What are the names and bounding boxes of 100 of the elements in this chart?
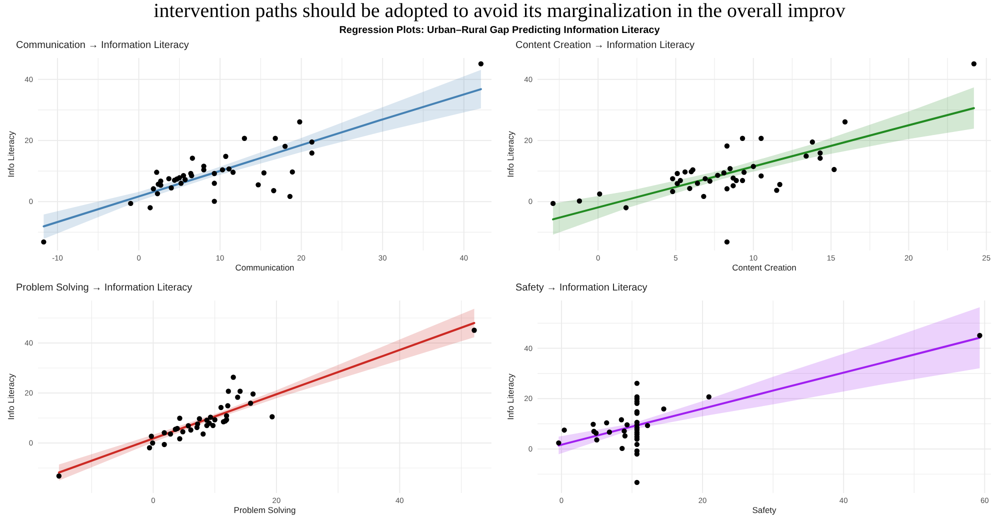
point: [56, 473, 62, 479]
x-axis-title: Problem Solving: [234, 505, 296, 515]
point: [297, 119, 302, 124]
point: [777, 182, 782, 188]
point: [774, 188, 780, 193]
line-series: [42, 88, 482, 228]
point: [290, 169, 295, 175]
point: [150, 440, 156, 446]
point: [724, 239, 730, 245]
point: [226, 166, 232, 172]
point: [226, 388, 231, 394]
point: [158, 182, 164, 188]
point: [182, 177, 188, 182]
x-axis-title: Content Creation: [732, 262, 797, 272]
point: [687, 186, 692, 192]
point: [176, 175, 182, 180]
point: [740, 136, 746, 141]
point: [256, 182, 261, 188]
point: [208, 414, 214, 420]
point: [622, 433, 628, 438]
y-axis-title: Info Literacy: [506, 372, 516, 420]
point: [590, 422, 596, 427]
point: [597, 191, 602, 197]
point: [177, 416, 182, 421]
chart-title: Problem Solving → Information Literacy: [16, 282, 192, 294]
point: [235, 394, 240, 400]
point: [223, 154, 228, 159]
point: [682, 169, 688, 175]
point: [154, 191, 160, 196]
point: [707, 178, 712, 184]
point: [810, 139, 815, 145]
point: [146, 445, 152, 450]
point: [576, 198, 582, 204]
point: [238, 388, 243, 394]
point: [556, 440, 562, 446]
point: [230, 170, 236, 175]
point: [721, 170, 726, 176]
x-axis-title: Communication: [235, 262, 295, 272]
point: [674, 170, 680, 176]
point: [242, 136, 248, 141]
point: [309, 150, 314, 156]
point: [715, 172, 720, 178]
point: [832, 166, 837, 172]
point: [750, 164, 756, 170]
point: [270, 414, 275, 420]
point: [724, 186, 730, 192]
point: [618, 417, 624, 422]
point: [271, 188, 276, 194]
point: [287, 194, 293, 200]
point: [741, 170, 747, 175]
point: [190, 156, 196, 161]
point: [206, 420, 212, 426]
point: [282, 144, 288, 149]
point: [624, 422, 630, 428]
chart-title: Content Creation → Information Literacy: [516, 40, 694, 51]
point: [148, 205, 153, 210]
point: [804, 153, 809, 159]
point: [186, 423, 191, 428]
point: [194, 421, 200, 427]
point: [644, 422, 650, 428]
point: [734, 178, 739, 184]
chart-title: Communication → Information Literacy: [16, 40, 189, 51]
point: [634, 442, 640, 448]
point: [740, 178, 746, 184]
point: [623, 205, 629, 210]
text: intervention paths should be adopted to avoid its marginalization in the overall improv: [154, 0, 846, 22]
y-axis-title: Info Literacy: [6, 372, 16, 420]
point: [694, 180, 700, 186]
point: [272, 136, 278, 141]
point: [842, 119, 848, 124]
point: [971, 61, 977, 66]
text: Regression Plots: Urban–Rural Gap Predicting Information Literacy: [339, 25, 660, 36]
point: [818, 156, 823, 161]
point: [620, 446, 625, 452]
point: [150, 186, 156, 192]
point: [670, 176, 676, 182]
point: [758, 136, 764, 141]
point: [309, 139, 314, 145]
point: [225, 403, 230, 408]
point: [634, 380, 640, 386]
point: [196, 416, 202, 422]
point: [230, 374, 236, 380]
point: [977, 332, 982, 338]
point: [162, 430, 167, 436]
point: [727, 166, 733, 172]
point: [606, 430, 612, 435]
point: [730, 183, 736, 188]
point: [128, 200, 134, 206]
point: [550, 200, 556, 206]
point: [210, 422, 216, 428]
point: [594, 437, 600, 443]
point: [180, 429, 186, 434]
line-series: [552, 107, 975, 220]
point: [189, 173, 194, 178]
point: [634, 480, 640, 486]
point: [622, 428, 627, 434]
point: [148, 434, 154, 439]
point: [200, 431, 206, 437]
point: [562, 427, 567, 433]
point: [248, 400, 254, 406]
